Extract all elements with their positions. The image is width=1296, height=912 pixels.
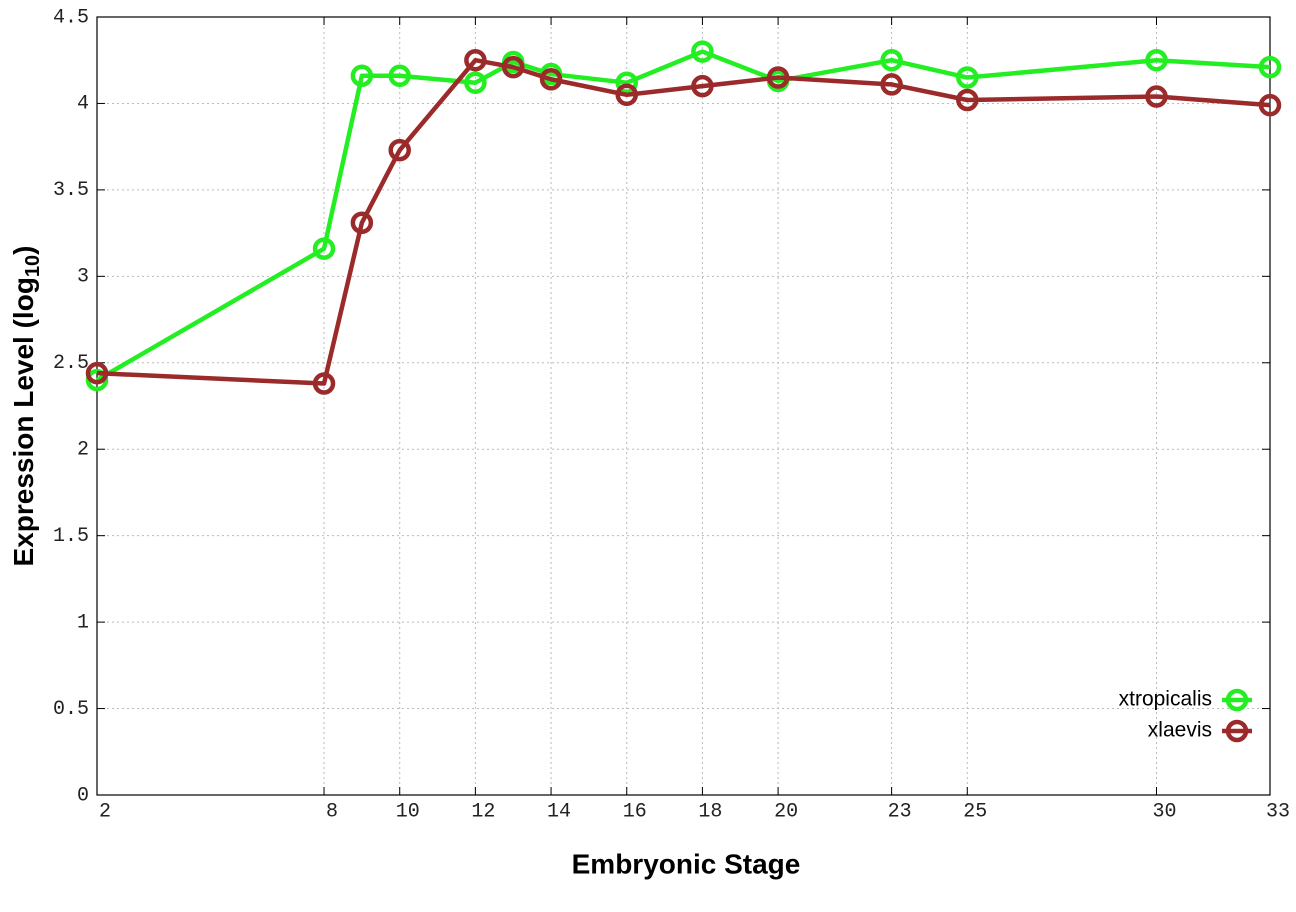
x-tick-label: 20 (774, 800, 798, 823)
x-tick-label: 2 (99, 800, 111, 823)
y-axis-title-end: ) (8, 246, 39, 255)
data-point (615, 83, 638, 107)
data-point (691, 40, 714, 63)
x-tick-label: 12 (471, 800, 495, 823)
y-tick-label: 2 (77, 439, 89, 462)
legend-marker (1225, 719, 1249, 743)
data-point (350, 211, 374, 234)
x-tick-label: 23 (888, 800, 912, 823)
data-point (464, 71, 487, 94)
data-point (350, 64, 374, 88)
x-tick-label: 14 (547, 800, 571, 823)
data-point (956, 88, 979, 112)
series-line (96, 57, 1271, 386)
data-point (1145, 48, 1168, 72)
y-axis-title-sub: 10 (22, 255, 44, 277)
data-point (501, 55, 525, 79)
data-point (539, 67, 563, 91)
x-tick-label: 30 (1152, 800, 1176, 823)
data-point (615, 71, 638, 94)
data-point (312, 372, 336, 395)
data-point (766, 66, 790, 89)
y-tick-label: 4 (77, 93, 89, 116)
x-tick-label: 8 (326, 800, 338, 823)
series-line (95, 49, 1271, 383)
data-point (1145, 85, 1168, 108)
y-tick-label: 3 (77, 266, 89, 289)
data-point (691, 74, 714, 98)
data-point (388, 138, 411, 162)
y-tick-label: 1 (77, 611, 89, 634)
data-point (388, 64, 411, 88)
data-point (1258, 55, 1282, 79)
y-tick-label: 0 (77, 784, 89, 807)
y-tick-label: 2.5 (53, 352, 89, 375)
data-point (880, 48, 903, 72)
y-tick-label: 1.5 (53, 525, 89, 548)
y-tick-label: 0.5 (53, 698, 89, 721)
data-point (85, 368, 109, 392)
data-point (1258, 93, 1282, 117)
y-tick-label: 3.5 (53, 179, 89, 202)
x-tick-label: 10 (396, 800, 420, 823)
x-tick-label: 18 (698, 800, 722, 823)
legend-marker (1225, 688, 1249, 712)
data-point (880, 73, 903, 96)
x-tick-label: 16 (623, 800, 647, 823)
y-axis-title: Expression Level (log10) (8, 246, 44, 567)
legend-label: xlaevis (1148, 719, 1212, 742)
legend-label: xtropicalis (1119, 688, 1212, 711)
plot-frame (96, 16, 1271, 796)
x-axis-title: Embryonic Stage (572, 848, 801, 879)
x-tick-label: 25 (963, 800, 987, 823)
y-axis-title-main: Expression Level (log (8, 277, 39, 566)
data-point (464, 48, 487, 72)
data-point (85, 361, 109, 385)
y-tick-label: 4.5 (53, 6, 89, 29)
data-point (312, 237, 336, 260)
data-point (956, 66, 979, 89)
x-tick-label: 33 (1266, 800, 1290, 823)
